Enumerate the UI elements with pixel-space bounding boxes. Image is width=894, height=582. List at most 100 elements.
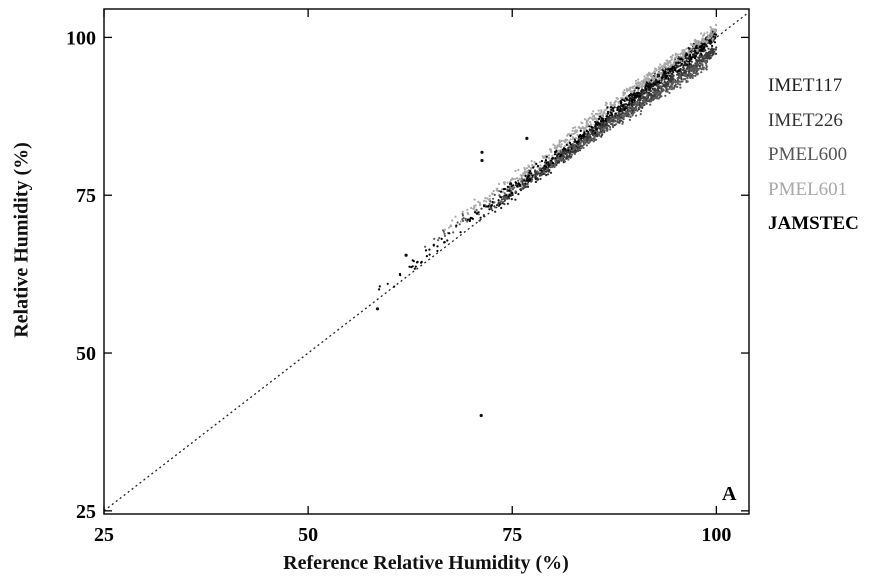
data-point [570, 153, 574, 156]
data-point [632, 107, 635, 110]
legend-item-pmel601: PMEL601 [768, 179, 848, 200]
data-point [625, 113, 628, 116]
data-point [645, 95, 648, 99]
data-point [510, 198, 513, 201]
data-point [597, 109, 600, 112]
data-point [709, 48, 712, 51]
data-point [543, 172, 546, 175]
data-point [525, 170, 528, 174]
data-point [643, 78, 646, 81]
data-point [713, 33, 716, 36]
data-point [705, 41, 708, 45]
data-point [702, 66, 706, 69]
data-point [666, 59, 669, 62]
data-point [420, 260, 423, 263]
data-point [711, 37, 715, 40]
data-point [708, 36, 712, 40]
outlier-point [480, 150, 484, 154]
data-point [680, 57, 683, 60]
data-point [654, 92, 658, 95]
data-point [709, 42, 712, 45]
data-point [408, 265, 411, 268]
data-point [554, 157, 557, 160]
data-point [530, 179, 533, 183]
data-point [573, 152, 577, 155]
data-point [646, 82, 649, 85]
data-point [542, 156, 545, 159]
data-point [692, 71, 695, 74]
data-point [599, 131, 602, 134]
data-point [678, 83, 681, 86]
data-point [459, 220, 462, 223]
data-point [563, 160, 567, 163]
data-point [522, 185, 525, 188]
data-point [606, 121, 609, 124]
data-point [604, 126, 607, 129]
data-point [526, 183, 529, 186]
data-point [613, 103, 617, 106]
data-point [509, 178, 513, 182]
data-point [608, 126, 612, 129]
data-point [490, 204, 493, 207]
data-point [576, 144, 579, 147]
data-point [480, 207, 483, 210]
data-point [578, 134, 581, 137]
data-point [474, 209, 477, 212]
data-point [704, 49, 707, 52]
data-point [660, 79, 663, 82]
data-point [592, 129, 595, 132]
data-point [485, 200, 488, 203]
plot-frame [103, 8, 750, 515]
data-point [477, 213, 480, 216]
data-point [618, 113, 622, 116]
data-point [469, 216, 472, 219]
data-point [606, 117, 609, 120]
data-point [530, 159, 533, 163]
data-point [500, 206, 503, 210]
data-point [596, 112, 599, 115]
data-point [695, 72, 698, 75]
data-point [488, 203, 491, 206]
data-point [656, 81, 659, 84]
data-point [484, 197, 487, 200]
data-point [676, 59, 679, 63]
data-point [567, 158, 570, 161]
data-point [589, 123, 593, 126]
data-point [499, 200, 503, 203]
data-point [554, 160, 557, 163]
data-point [671, 76, 674, 79]
data-point [667, 71, 670, 74]
data-point [466, 208, 469, 211]
data-point [685, 79, 688, 82]
data-point [535, 180, 538, 183]
data-point [663, 62, 666, 65]
data-point [553, 146, 556, 150]
data-point [681, 72, 684, 75]
data-point [696, 63, 699, 66]
data-point [676, 73, 679, 76]
data-point [553, 144, 557, 147]
data-point [628, 109, 631, 112]
data-point [682, 78, 686, 81]
data-point [560, 139, 563, 142]
outlier-point [525, 136, 529, 140]
data-point [506, 185, 509, 188]
data-point [641, 93, 644, 96]
data-point [478, 204, 482, 207]
data-point [523, 168, 527, 171]
data-point [661, 88, 665, 91]
data-point [689, 76, 692, 79]
data-point [622, 117, 625, 120]
data-point [578, 149, 582, 152]
data-point [712, 50, 715, 53]
data-point [657, 66, 661, 69]
data-point [628, 118, 632, 121]
data-point [677, 79, 680, 82]
data-point [681, 80, 684, 83]
data-point [574, 126, 577, 129]
data-point [494, 210, 497, 213]
data-point [477, 211, 480, 214]
data-point [679, 64, 682, 67]
data-point [659, 91, 662, 94]
data-point [600, 127, 604, 130]
